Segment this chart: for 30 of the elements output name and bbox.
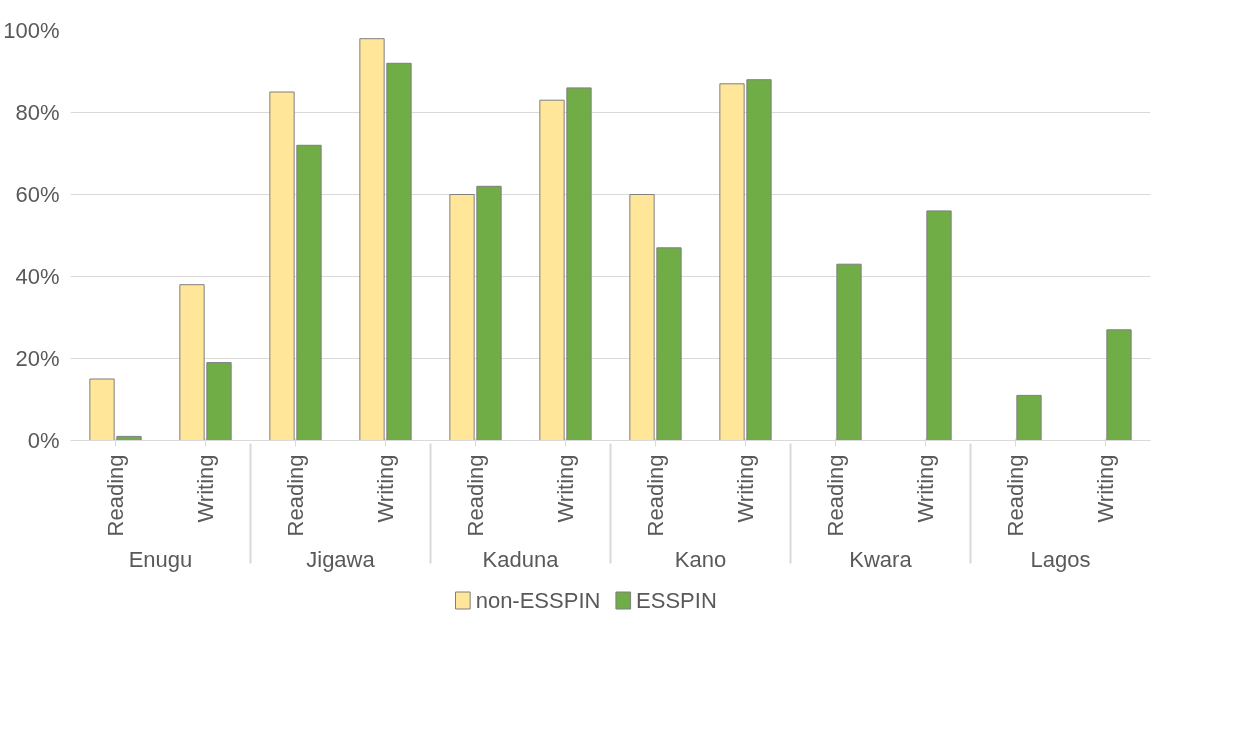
x-tick-label: Reading: [463, 454, 488, 537]
y-tick-label: 40%: [15, 264, 60, 289]
x-tick-label: Writing: [733, 454, 758, 523]
x-tick-label: Reading: [643, 454, 668, 537]
y-tick-label: 100%: [3, 18, 60, 43]
text: Kano: [674, 547, 727, 573]
x-tick-label: Reading: [283, 454, 308, 537]
text: Kaduna: [482, 547, 560, 573]
bar: [1016, 394, 1042, 441]
bar: [926, 210, 952, 441]
y-tick-label: 80%: [15, 100, 60, 125]
x-tick-label: Writing: [1093, 454, 1118, 523]
x-tick-label: Reading: [1003, 454, 1028, 537]
x-tick-label: Writing: [193, 454, 218, 523]
bar: [1106, 329, 1132, 441]
text: Enugu: [128, 547, 193, 573]
legend-label: non-ESSPIN: [475, 588, 601, 613]
x-tick-label: Reading: [103, 454, 128, 537]
y-tick-label: 20%: [15, 346, 60, 371]
bar: [836, 263, 862, 441]
x-tick-label: Writing: [913, 454, 938, 523]
text: Kwara: [849, 547, 913, 573]
text: Jigawa: [306, 547, 376, 573]
text: Lagos: [1030, 547, 1091, 573]
x-tick-label: Writing: [553, 454, 578, 523]
x-tick-label: Writing: [373, 454, 398, 523]
y-tick-label: 0%: [27, 428, 60, 453]
y-tick-label: 60%: [15, 182, 60, 207]
x-tick-label: Reading: [823, 454, 848, 537]
legend-label: ESSPIN: [636, 588, 717, 613]
